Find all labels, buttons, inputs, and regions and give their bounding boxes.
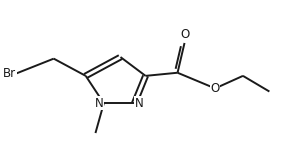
Text: N: N xyxy=(134,97,143,110)
Text: O: O xyxy=(210,82,220,95)
Text: O: O xyxy=(180,28,189,41)
Text: Br: Br xyxy=(3,67,16,80)
Text: N: N xyxy=(95,97,104,110)
